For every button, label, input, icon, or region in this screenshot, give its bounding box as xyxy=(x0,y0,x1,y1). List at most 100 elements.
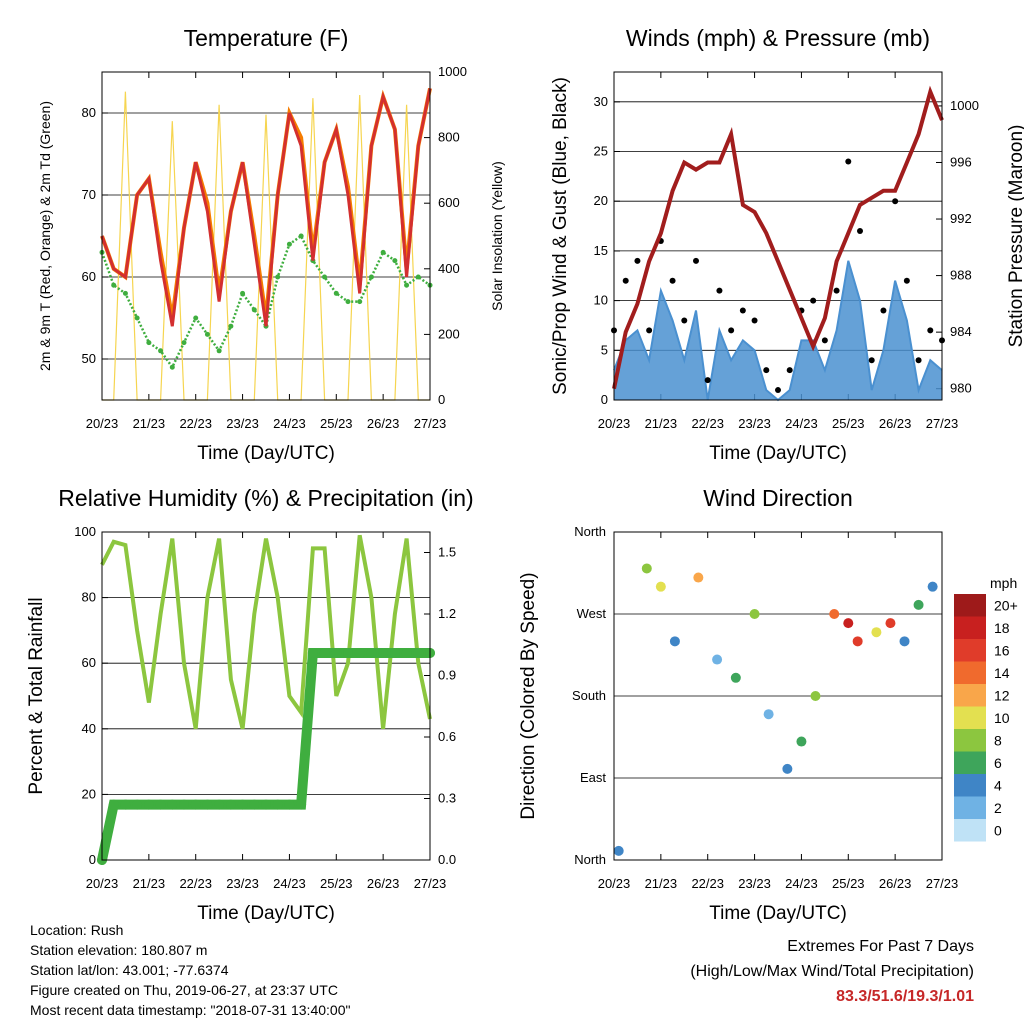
legend-label: 20+ xyxy=(994,597,1018,613)
x-tick-label: 27/23 xyxy=(414,416,447,431)
legend-unit: mph xyxy=(990,575,1017,591)
y-tick-label: 70 xyxy=(82,187,96,202)
precip-point xyxy=(354,647,365,658)
gust-point xyxy=(892,198,899,205)
y-tick-label: 30 xyxy=(594,94,608,109)
legend-label: 16 xyxy=(994,642,1010,658)
extremes-subtitle: (High/Low/Max Wind/Total Precipitation) xyxy=(690,963,974,980)
gust-point xyxy=(763,367,770,374)
legend-label: 14 xyxy=(994,665,1010,681)
direction-point xyxy=(730,672,741,683)
temp-2m-line xyxy=(100,88,432,327)
y-tick-label: 25 xyxy=(594,144,608,159)
x-axis-label: Time (Day/UTC) xyxy=(197,443,335,464)
direction-point xyxy=(655,581,666,592)
x-axis-label: Time (Day/UTC) xyxy=(197,903,335,924)
gust-point xyxy=(775,387,781,394)
y2-tick-label: 992 xyxy=(950,211,972,226)
y-tick-label: 0 xyxy=(601,392,608,407)
y-axis-label: Sonic/Prop Wind & Gust (Blue, Black) xyxy=(550,77,571,395)
precip-point xyxy=(225,799,236,810)
legend-label: 6 xyxy=(994,755,1002,771)
gust-point xyxy=(704,377,711,384)
x-tick-label: 27/23 xyxy=(926,416,959,431)
precip-point xyxy=(343,647,353,658)
x-tick-label: 22/23 xyxy=(691,416,724,431)
y-tick-label: 60 xyxy=(82,269,96,284)
precip-point xyxy=(284,799,295,810)
wind-direction-panel: Wind Direction Time (Day/UTC) Direction (C… xyxy=(518,485,958,924)
y2-tick-label: 600 xyxy=(438,195,460,210)
legend-swatch xyxy=(954,774,986,797)
y2-tick-label: 988 xyxy=(950,268,972,283)
y2-tick-label: 800 xyxy=(438,130,460,145)
precip-point xyxy=(401,647,412,658)
precip-point xyxy=(179,799,189,810)
y-tick-label: 60 xyxy=(82,655,96,670)
x-tick-label: 24/23 xyxy=(273,416,306,431)
plot-frame xyxy=(101,71,431,401)
precip-point xyxy=(120,799,131,810)
direction-point xyxy=(843,618,854,629)
gust-point xyxy=(693,257,699,264)
y-tick-label: West xyxy=(577,606,607,621)
y2-axis-label: Station Pressure (Maroon) xyxy=(1006,125,1024,348)
plot-frame xyxy=(613,71,943,401)
x-tick-label: 20/23 xyxy=(598,876,631,891)
gust-point xyxy=(810,297,817,304)
precip-point xyxy=(108,799,119,810)
chart-title: Winds (mph) & Pressure (mb) xyxy=(626,25,930,51)
chart-title: Temperature (F) xyxy=(184,25,349,51)
extremes-box: Extremes For Past 7 Days (High/Low/Max W… xyxy=(690,934,974,1009)
legend-label: 4 xyxy=(994,777,1002,793)
speed-legend: mph 20+ 18 16 14 12 10 8 6 4 2 0 xyxy=(954,575,1018,842)
y2-axis-label: Solar Insolation (Yellow) xyxy=(489,161,505,311)
legend-swatch xyxy=(954,796,986,819)
gust-point xyxy=(833,287,840,294)
direction-point xyxy=(899,636,910,647)
x-tick-label: 25/23 xyxy=(320,416,353,431)
gust-point xyxy=(728,327,735,334)
direction-point xyxy=(810,691,821,701)
wind-area xyxy=(614,260,942,400)
y-axis-label: Percent & Total Rainfall xyxy=(26,597,47,794)
x-tick-label: 25/23 xyxy=(832,876,865,891)
precip-point xyxy=(307,647,318,658)
rh-line xyxy=(100,534,432,730)
gust-point xyxy=(646,327,653,334)
legend-swatch xyxy=(954,684,986,707)
gust-point xyxy=(634,257,641,264)
precip-point xyxy=(366,647,377,658)
precip-point xyxy=(249,799,260,810)
x-tick-label: 27/23 xyxy=(414,876,447,891)
direction-point xyxy=(693,572,704,583)
dewpoint-line xyxy=(100,234,431,370)
x-tick-label: 23/23 xyxy=(738,876,771,891)
direction-point xyxy=(613,845,624,856)
x-tick-label: 21/23 xyxy=(133,416,166,431)
x-tick-label: 24/23 xyxy=(785,876,818,891)
x-axis-label: Time (Day/UTC) xyxy=(709,443,847,464)
precip-point xyxy=(167,799,178,810)
x-axis-label: Time (Day/UTC) xyxy=(709,903,847,924)
y-tick-label: 20 xyxy=(594,193,608,208)
gust-point xyxy=(622,277,629,284)
y-tick-label: North xyxy=(574,852,606,867)
y-tick-label: 5 xyxy=(601,342,608,357)
precip-point xyxy=(261,799,271,810)
direction-point xyxy=(669,636,680,647)
x-tick-label: 20/23 xyxy=(86,416,119,431)
direction-point xyxy=(927,581,938,592)
legend-swatch xyxy=(954,661,986,684)
legend-swatch xyxy=(954,639,986,662)
y2-tick-label: 1000 xyxy=(438,64,467,79)
x-tick-label: 21/23 xyxy=(133,876,166,891)
y2-tick-label: 0.3 xyxy=(438,791,456,806)
gust-point xyxy=(786,367,793,374)
legend-label: 18 xyxy=(994,620,1010,636)
precip-point xyxy=(272,799,283,810)
direction-point xyxy=(712,654,723,665)
y-tick-label: 80 xyxy=(82,105,96,120)
direction-point xyxy=(641,563,652,574)
